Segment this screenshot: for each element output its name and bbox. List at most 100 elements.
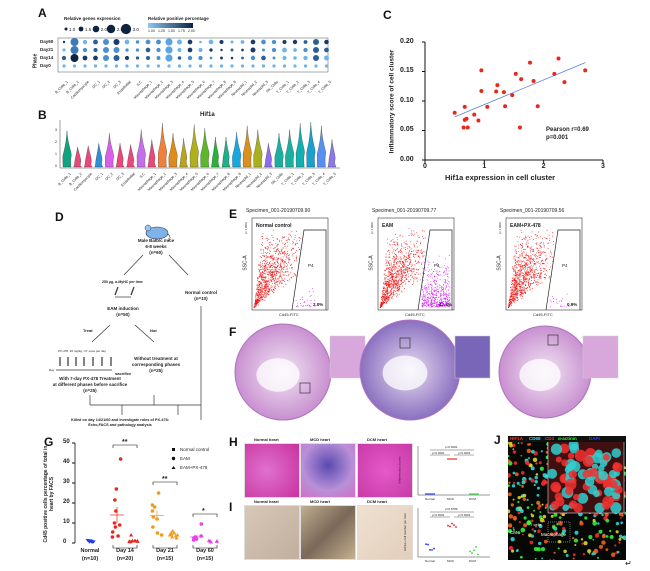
violin <box>274 133 284 168</box>
untreated-group: Without treatment at <box>134 356 178 361</box>
cell-signal <box>557 539 562 544</box>
violin <box>327 139 337 168</box>
cell-signal <box>572 557 575 560</box>
red-event <box>275 270 277 271</box>
eam-induction: (n=50) <box>116 312 130 317</box>
red-event <box>294 243 296 245</box>
red-event <box>257 282 259 284</box>
violin <box>136 129 146 168</box>
expression-dot <box>292 39 298 45</box>
red-event <box>255 296 256 298</box>
expression-dot <box>250 55 256 61</box>
cell-signal <box>512 471 516 475</box>
red-event <box>275 267 277 269</box>
red-event <box>267 280 268 282</box>
color-legend-tick: 1.25 <box>158 29 165 33</box>
red-event <box>267 256 269 258</box>
cm-annotation: CM <box>510 530 517 535</box>
data-point <box>517 125 522 130</box>
treated-group: With 7-day PX-478 Treatment <box>59 376 121 381</box>
expression-dot <box>241 56 244 60</box>
red-event <box>284 253 286 255</box>
expression-dot <box>61 55 67 61</box>
expression-dot <box>135 40 140 44</box>
cell-signal <box>622 535 626 541</box>
cell-signal <box>512 450 517 454</box>
red-event <box>292 241 294 242</box>
expression-dot <box>219 64 224 68</box>
mini-point <box>475 546 477 548</box>
violin-y-tick: 2 <box>55 140 57 144</box>
red-event <box>260 294 262 295</box>
cell-signal <box>540 546 546 552</box>
red-event <box>290 277 292 279</box>
cell-signal <box>620 521 624 525</box>
red-event <box>261 293 263 295</box>
mini-point <box>475 493 477 495</box>
red-event <box>273 271 275 273</box>
expression-dot <box>208 39 214 45</box>
inset-cell <box>555 456 562 463</box>
violin-plot <box>59 120 340 169</box>
cell-signal <box>540 450 543 453</box>
red-event <box>278 271 279 273</box>
cell-signal <box>549 559 552 560</box>
dose-label: 250 μg, α-MyHC per time <box>102 280 143 284</box>
cell-signal <box>530 534 535 538</box>
cell-signal <box>521 484 524 488</box>
red-event <box>270 269 272 271</box>
expression-dot <box>62 40 66 44</box>
mini-point <box>451 458 453 460</box>
red-event <box>272 267 273 269</box>
expression-dot <box>145 55 151 61</box>
expression-dot <box>261 64 266 68</box>
expression-dot <box>282 64 287 68</box>
red-event <box>272 259 274 261</box>
red-event <box>260 294 262 296</box>
violin-y-tick: 3 <box>55 128 57 132</box>
cell-signal <box>581 542 584 545</box>
expression-dot <box>314 64 318 68</box>
red-event <box>277 250 279 252</box>
red-event <box>273 266 275 268</box>
cell-signal <box>528 442 532 446</box>
cell-signal <box>587 549 592 554</box>
red-event <box>259 288 261 290</box>
red-event <box>287 242 289 243</box>
red-event <box>291 231 293 233</box>
red-event <box>263 286 265 288</box>
red-event <box>270 261 272 263</box>
red-event <box>274 271 276 273</box>
data-point <box>562 80 567 85</box>
phase-label: Day14 <box>40 55 54 60</box>
red-event <box>286 239 288 241</box>
panel-label-i: I <box>229 500 233 514</box>
expression-dot <box>313 47 319 53</box>
red-event <box>267 291 268 293</box>
red-event <box>266 239 268 241</box>
red-event <box>260 248 262 250</box>
red-event <box>278 264 280 266</box>
red-event <box>264 255 266 257</box>
mini-x-tick: DCM <box>469 559 476 563</box>
cell-signal <box>605 548 609 551</box>
red-event <box>265 237 267 239</box>
expression-dot <box>70 54 79 62</box>
expression-dot <box>93 47 98 53</box>
data-point <box>513 71 518 76</box>
mini-point <box>453 458 455 460</box>
expression-dot <box>156 39 161 45</box>
red-event <box>267 266 269 268</box>
data-point <box>503 104 508 109</box>
expression-dot <box>135 64 140 68</box>
expression-dot <box>146 64 150 68</box>
red-event <box>258 284 260 286</box>
cell-signal <box>562 526 566 531</box>
violin <box>264 143 273 168</box>
violin <box>83 145 93 168</box>
cell-signal <box>523 516 527 520</box>
red-event <box>275 279 277 281</box>
red-event <box>263 291 265 293</box>
data-point <box>464 116 469 121</box>
